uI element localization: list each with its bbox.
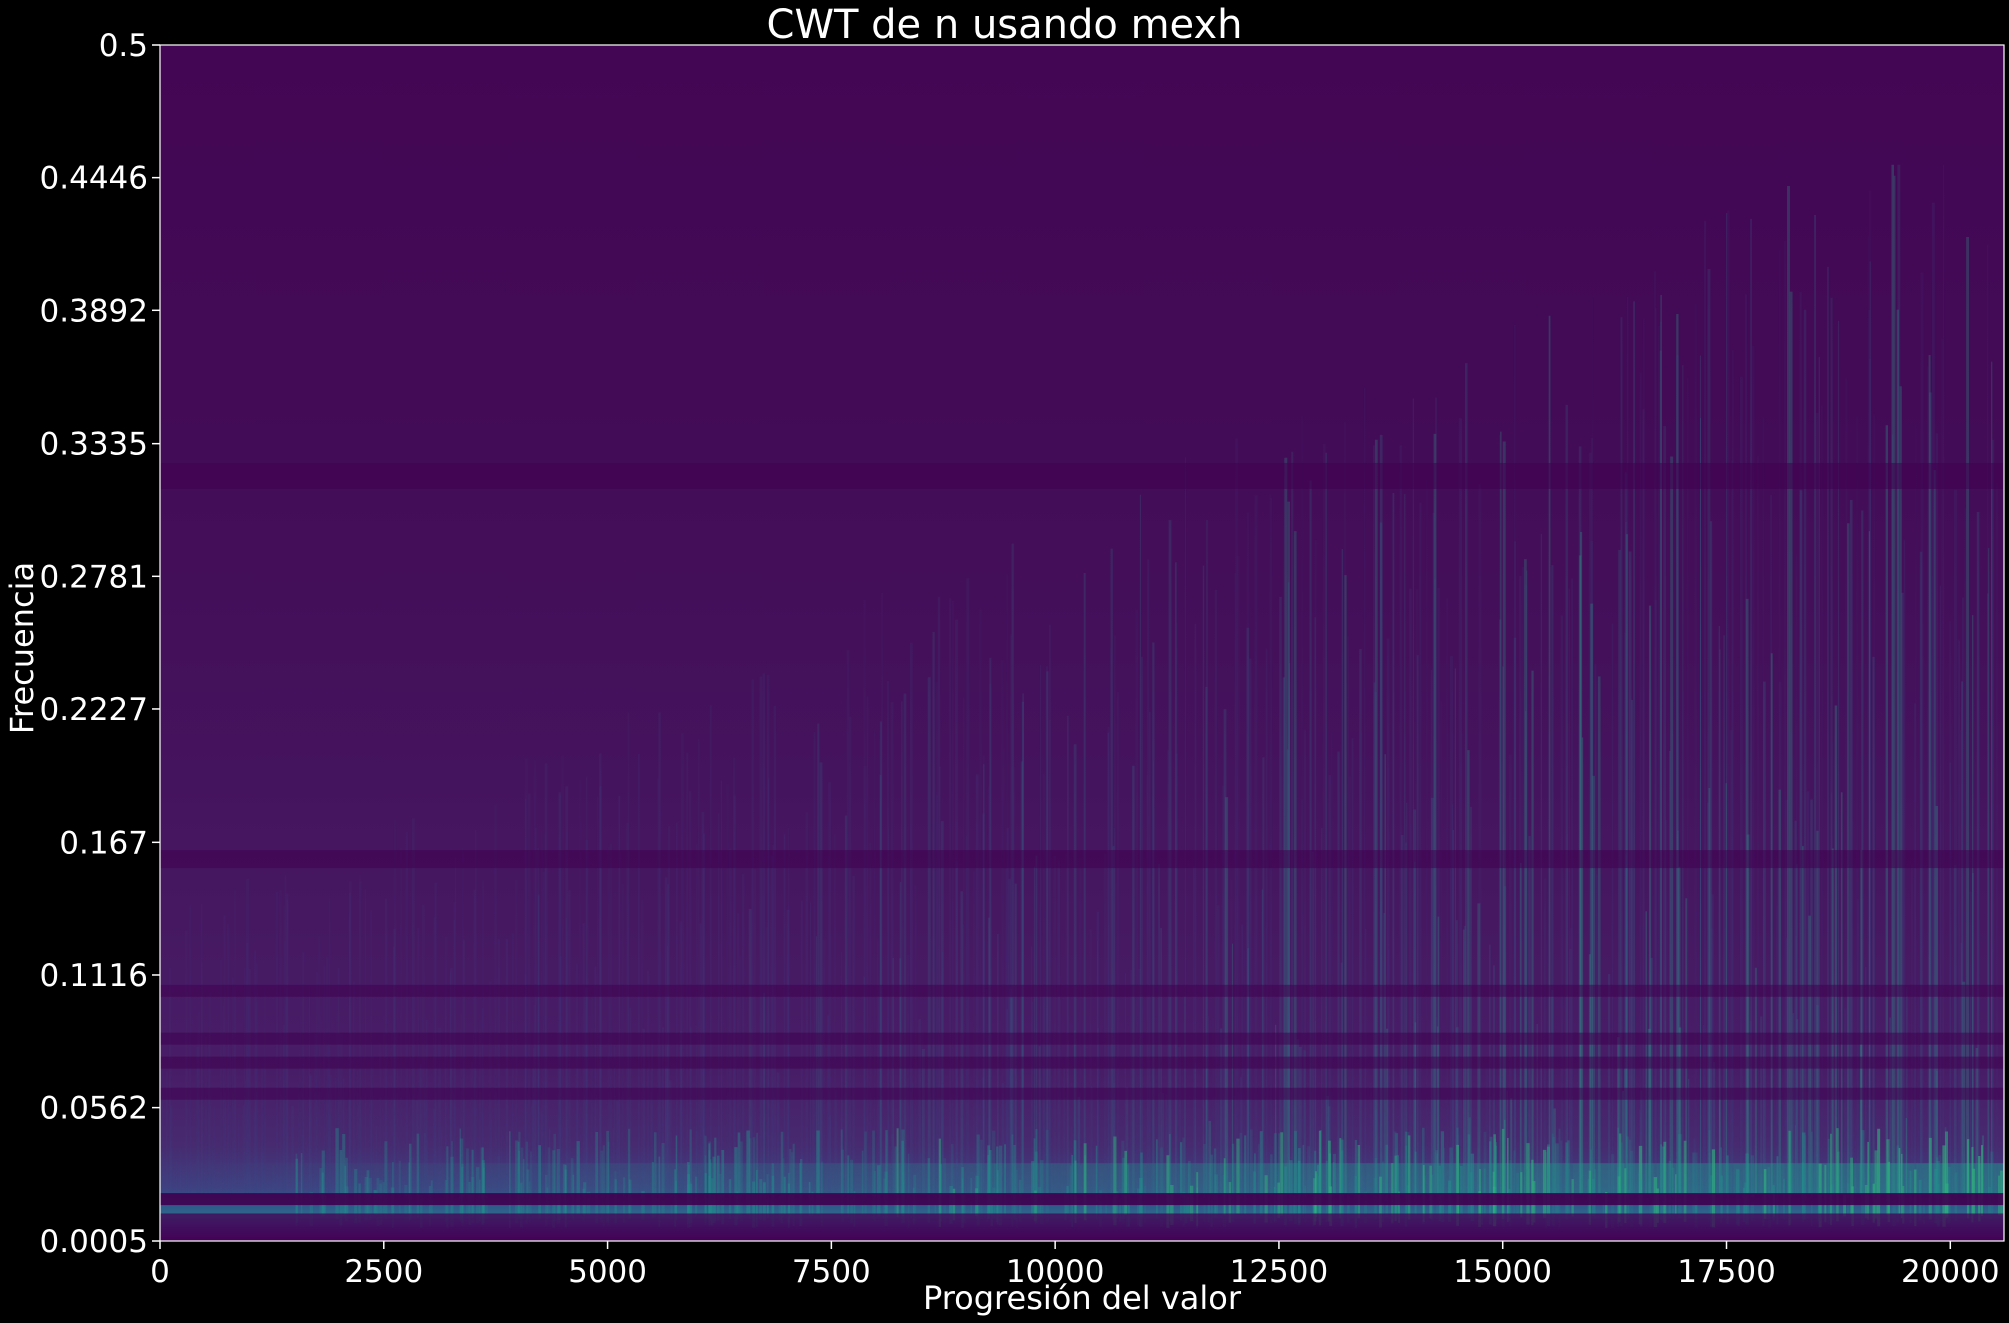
x-tick-label: 12500: [1230, 1254, 1329, 1290]
y-tick-label: 0.3335: [40, 427, 148, 463]
x-tick-label: 17500: [1677, 1254, 1776, 1290]
y-tick-label: 0.2781: [40, 559, 148, 595]
y-tick-label: 0.167: [59, 825, 148, 861]
dark-band: [160, 462, 2004, 489]
dark-band: [160, 984, 2004, 997]
y-tick-label: 0.5: [99, 28, 148, 64]
dark-band: [160, 1032, 2004, 1045]
y-tick: 0.3892: [40, 293, 160, 329]
y-tick-label: 0.0562: [40, 1091, 148, 1127]
y-tick: 0.4446: [40, 161, 160, 197]
x-tick-label: 5000: [568, 1254, 647, 1290]
dark-bands: [160, 462, 2004, 1206]
y-tick: 0.1116: [40, 958, 160, 994]
dark-band: [160, 1087, 2004, 1100]
y-tick-label: 0.3892: [40, 293, 148, 329]
chart-title: CWT de n usando mexh: [766, 2, 1243, 48]
heatmap-cells: [160, 45, 2004, 1241]
x-tick: 20000: [1901, 1241, 2000, 1290]
dark-band: [160, 1056, 2004, 1069]
y-tick: 0.3335: [40, 427, 160, 463]
y-tick: 0.0562: [40, 1091, 160, 1127]
axes: [159, 44, 2005, 1242]
x-tick: 10000: [1006, 1241, 1105, 1290]
y-tick-label: 0.4446: [40, 161, 148, 197]
x-tick-label: 10000: [1006, 1254, 1105, 1290]
y-tick: 0.5: [99, 28, 160, 64]
y-tick: 0.2227: [40, 692, 160, 728]
x-tick-label: 7500: [792, 1254, 871, 1290]
x-tick: 17500: [1677, 1241, 1776, 1290]
x-tick: 12500: [1230, 1241, 1329, 1290]
y-tick: 0.2781: [40, 559, 160, 595]
x-tick-label: 0: [150, 1254, 170, 1290]
x-tick: 5000: [568, 1241, 647, 1290]
bottom-strip: [160, 1213, 2004, 1241]
y-tick-label: 0.2227: [40, 692, 148, 728]
x-tick-label: 15000: [1453, 1254, 1552, 1290]
y-axis-ticks: 0.0005 0.0562 0.1116 0.167 0.2227 0.2781 0.333…: [40, 28, 160, 1260]
x-tick-label: 2500: [344, 1254, 423, 1290]
x-tick: 0: [150, 1241, 170, 1290]
x-tick: 7500: [792, 1241, 871, 1290]
y-tick: 0.167: [59, 825, 160, 861]
y-tick-label: 0.0005: [40, 1224, 148, 1260]
x-tick: 15000: [1453, 1241, 1552, 1290]
dark-band: [160, 850, 2004, 869]
y-axis-label: Frecuencia: [3, 561, 41, 735]
x-axis-label: Progresión del valor: [922, 1279, 1242, 1317]
low-frequency-band: [160, 1163, 2004, 1195]
x-axis-ticks: 0 2500 5000 7500 10000 12500 15000 17500 20000: [150, 1241, 2000, 1290]
streaks: [160, 164, 2003, 1228]
x-tick: 2500: [344, 1241, 423, 1290]
y-tick-label: 0.1116: [40, 958, 148, 994]
dark-band: [160, 1193, 2004, 1206]
axes-frame: [159, 44, 2005, 1242]
heatmap-image: [160, 45, 2004, 1241]
y-tick: 0.0005: [40, 1224, 160, 1260]
band-glow: [160, 1163, 2004, 1195]
x-tick-label: 20000: [1901, 1254, 2000, 1290]
